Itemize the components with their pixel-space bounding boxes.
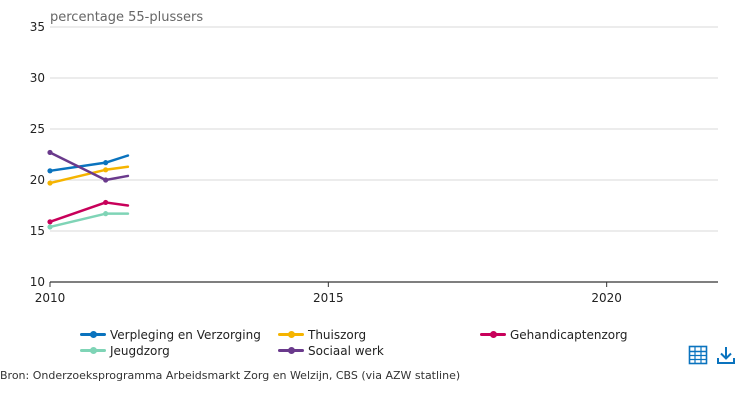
series-sociaal-werk (47, 149, 130, 183)
x-tick-label: 2015 (313, 291, 344, 305)
legend-item: Verpleging en Verzorging (80, 327, 261, 343)
data-point (47, 149, 53, 156)
legend-item: Gehandicaptenzorg (480, 327, 627, 343)
legend-label: Thuiszorg (308, 328, 367, 342)
legend-swatch (278, 330, 304, 340)
table-icon[interactable] (688, 345, 708, 365)
legend-label: Jeugdzorg (110, 344, 170, 358)
data-point (47, 219, 53, 225)
x-tick-label: 2020 (591, 291, 622, 305)
grid-lines (50, 26, 718, 283)
chart-actions (688, 345, 736, 365)
legend: Verpleging en Verzorging Thuiszorg Gehandi… (80, 327, 680, 361)
y-tick-label: 10 (30, 275, 45, 289)
y-tick-label: 25 (30, 122, 45, 136)
legend-swatch (278, 346, 304, 356)
data-point (47, 180, 53, 186)
series-gehandicaptenzorg (47, 199, 130, 225)
y-axis: 10 15 20 25 30 35 (30, 20, 45, 289)
x-axis: 2010 2015 2020 (35, 282, 622, 305)
x-tick-label: 2010 (35, 291, 66, 305)
legend-item: Jeugdzorg (80, 343, 170, 359)
legend-swatch (80, 346, 106, 356)
series-line (48, 212, 130, 229)
data-point (47, 168, 53, 174)
series-jeugdzorg (47, 211, 130, 230)
source-note: Bron: Onderzoeksprogramma Arbeidsmarkt Z… (0, 369, 461, 382)
legend-item: Thuiszorg (278, 327, 366, 343)
y-axis-label: percentage 55-plussers (50, 10, 203, 25)
data-point (103, 167, 109, 173)
legend-swatch (80, 330, 106, 340)
legend-label: Verpleging en Verzorging (110, 328, 261, 342)
legend-item: Sociaal werk (278, 343, 384, 359)
download-icon[interactable] (716, 345, 736, 365)
y-tick-label: 15 (30, 224, 45, 238)
data-point (103, 211, 109, 217)
data-point (103, 160, 109, 166)
y-tick-label: 20 (30, 173, 45, 187)
y-tick-label: 30 (30, 71, 45, 85)
series-group (47, 149, 130, 230)
y-tick-label: 35 (30, 20, 45, 34)
data-point (103, 177, 109, 183)
data-point (47, 224, 53, 230)
legend-label: Sociaal werk (308, 344, 384, 358)
series-verpleging-en-verzorging (47, 154, 130, 174)
legend-label: Gehandicaptenzorg (510, 328, 628, 342)
series-thuiszorg (47, 165, 130, 186)
legend-swatch (480, 330, 506, 340)
data-point (103, 199, 109, 206)
line-chart: 10 15 20 25 30 35 2010 2015 2020 percentage 55-… (30, 10, 718, 305)
